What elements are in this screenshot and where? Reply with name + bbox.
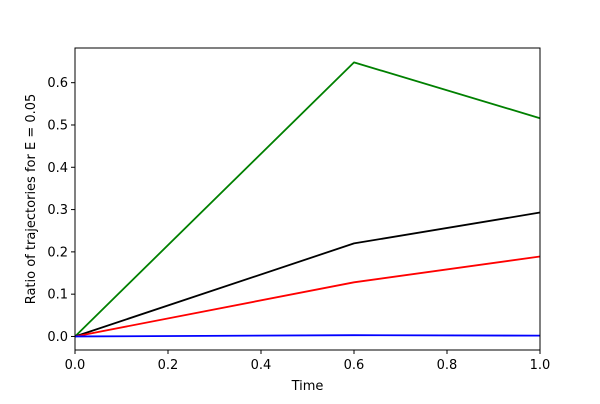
series-line-4 (74, 334, 541, 338)
series-line-1 (74, 61, 541, 338)
y-tick-label: 0.3 (47, 203, 68, 218)
y-tick-label: 0.6 (47, 76, 68, 91)
x-tick-label: 0.6 (344, 358, 365, 373)
series-line-2 (74, 211, 541, 338)
x-tick-label: 0.4 (251, 358, 272, 373)
y-axis-label: Ratio of trajectories for E = 0.05 (24, 94, 39, 305)
plot-frame (74, 47, 541, 351)
y-axis-ticks: 0.0 0.1 0.2 0.3 0.4 0.5 0.6 (47, 76, 75, 345)
x-axis-label: Time (291, 379, 324, 394)
y-tick-label: 0.5 (47, 118, 68, 133)
y-tick-label: 0.4 (47, 161, 68, 176)
y-tick-label: 0.1 (47, 288, 68, 303)
x-tick-label: 0.2 (158, 358, 179, 373)
x-tick-label: 0.8 (437, 358, 458, 373)
series-line-3 (74, 255, 541, 338)
series-layer (74, 61, 541, 338)
x-tick-label: 0.0 (65, 358, 86, 373)
x-tick-label: 1.0 (530, 358, 551, 373)
x-axis-ticks: 0.0 0.2 0.4 0.6 0.8 1.0 (65, 350, 551, 373)
y-tick-label: 0.0 (47, 330, 68, 345)
y-tick-label: 0.2 (47, 245, 68, 260)
